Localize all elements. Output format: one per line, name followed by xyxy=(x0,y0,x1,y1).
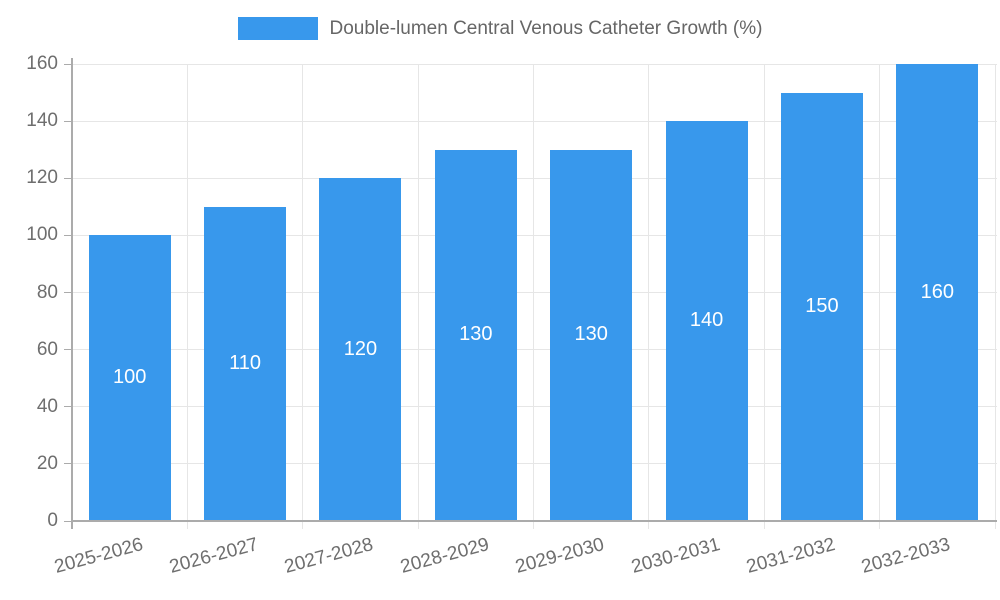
h-gridline xyxy=(72,349,997,351)
bar[interactable] xyxy=(780,92,863,521)
y-tick-label: 60 xyxy=(36,338,58,360)
bar[interactable] xyxy=(896,64,979,521)
h-gridline xyxy=(72,63,997,65)
h-gridline xyxy=(72,177,997,179)
v-gridline xyxy=(302,64,304,529)
bar-value-label: 160 xyxy=(920,280,954,303)
v-gridline xyxy=(186,64,188,529)
y-tick-label: 40 xyxy=(36,395,58,417)
bar[interactable] xyxy=(204,206,287,521)
y-tick xyxy=(64,120,72,122)
bar-value-label: 150 xyxy=(805,294,839,317)
x-axis-line xyxy=(72,520,997,522)
v-gridline xyxy=(879,64,881,529)
bar-value-label: 100 xyxy=(113,366,147,389)
y-tick xyxy=(64,177,72,179)
legend[interactable]: Double-lumen Central Venous Catheter Gro… xyxy=(0,17,1000,40)
y-tick-label: 20 xyxy=(36,452,58,474)
legend-label: Double-lumen Central Venous Catheter Gro… xyxy=(329,18,763,39)
h-gridline xyxy=(72,463,997,465)
y-tick xyxy=(64,406,72,408)
bar[interactable] xyxy=(434,149,517,521)
v-gridline xyxy=(763,64,765,529)
bar-value-label: 110 xyxy=(229,351,261,374)
y-tick xyxy=(64,234,72,236)
y-tick xyxy=(64,520,72,522)
v-gridline xyxy=(533,64,534,529)
legend-swatch xyxy=(237,17,318,40)
bar-value-label: 120 xyxy=(343,337,378,360)
y-tick xyxy=(64,463,72,465)
h-gridline xyxy=(72,406,997,408)
y-axis-line xyxy=(71,58,73,529)
bar[interactable] xyxy=(550,149,633,521)
y-tick xyxy=(64,292,72,293)
h-gridline xyxy=(72,234,997,236)
v-gridline xyxy=(417,64,419,529)
y-tick xyxy=(64,349,72,351)
v-gridline xyxy=(648,64,650,529)
h-gridline xyxy=(72,292,997,293)
y-tick-label: 80 xyxy=(36,281,58,303)
bar[interactable] xyxy=(88,235,171,521)
bar-value-label: 130 xyxy=(459,323,493,346)
v-gridline xyxy=(994,64,996,529)
y-tick-label: 140 xyxy=(26,110,58,132)
y-tick-label: 100 xyxy=(26,224,58,246)
y-tick xyxy=(64,63,72,65)
y-tick-label: 160 xyxy=(26,53,58,74)
h-gridline xyxy=(72,120,997,122)
bar[interactable] xyxy=(665,121,748,521)
y-tick-label: 0 xyxy=(47,510,58,531)
bar-value-label: 130 xyxy=(574,323,608,346)
bar[interactable] xyxy=(319,178,402,521)
y-tick-label: 120 xyxy=(26,167,58,189)
bar-value-label: 140 xyxy=(689,309,724,332)
